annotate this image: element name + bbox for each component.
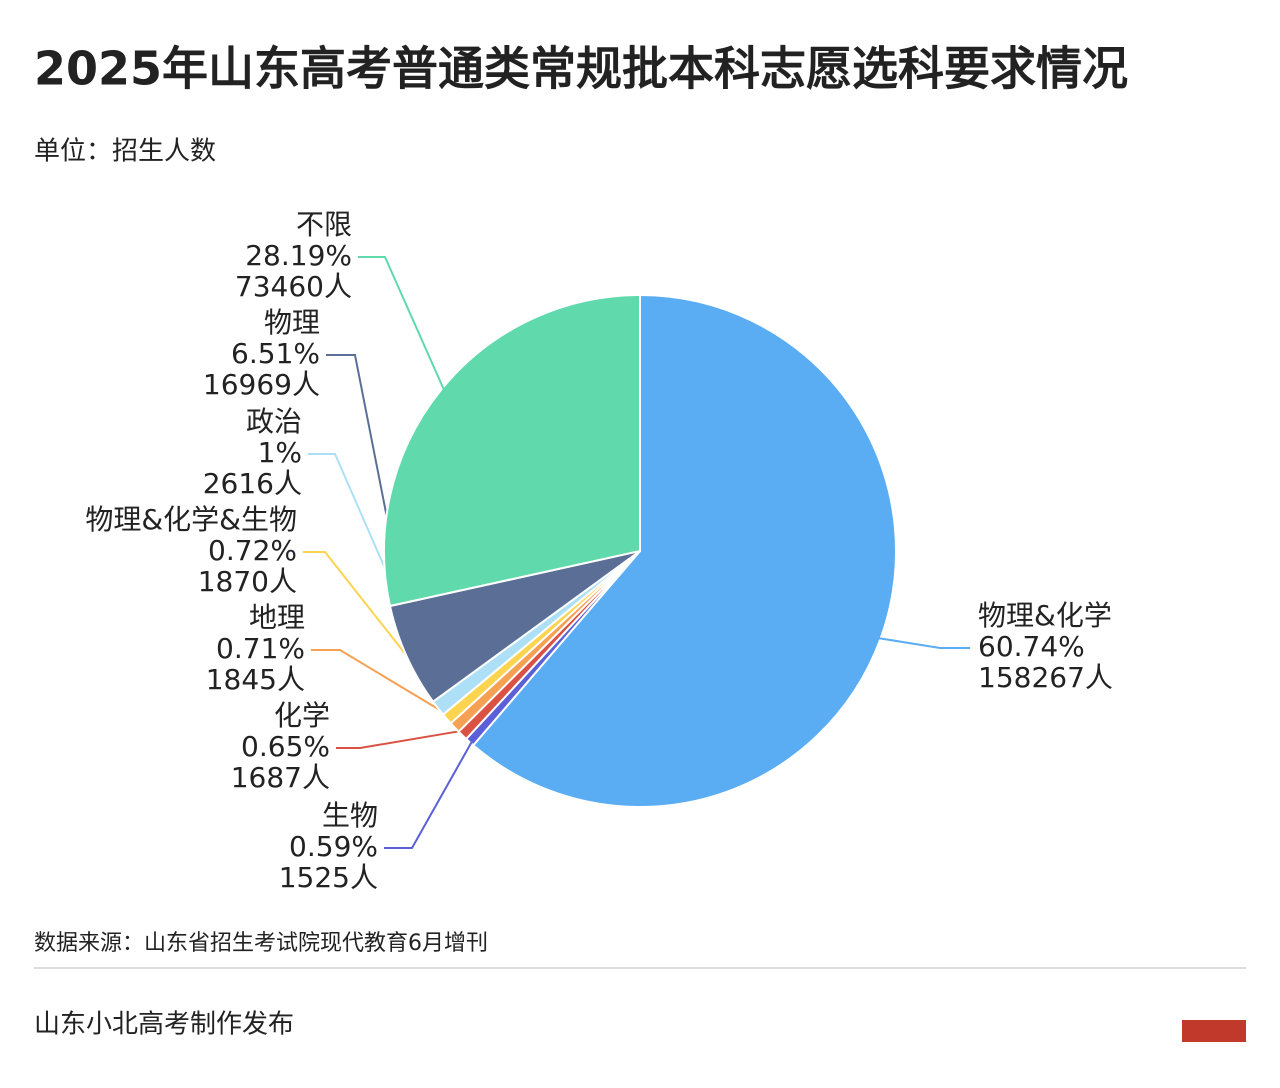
value-label: 1870人 [198,565,297,598]
leader-line [336,728,468,749]
percent-label: 28.19% [245,239,352,272]
value-label: 1845人 [206,663,305,696]
chart-subtitle: 单位：招生人数 [34,137,216,167]
slice-label: 政治 [246,405,302,438]
percent-label: 6.51% [231,337,320,370]
percent-label: 0.72% [208,534,297,567]
value-label: 158267人 [978,661,1113,694]
logo [1182,1020,1246,1042]
slice-label: 不限 [296,208,352,241]
pie-slice [383,293,641,608]
chart-title: 2025年山东高考普通类常规批本科志愿选科要求情况 [34,42,1128,96]
value-label: 1687人 [231,761,330,794]
leader-line [311,649,461,724]
leader-line [872,636,970,649]
footer: 山东小北高考制作发布 [34,1010,294,1040]
leader-line [358,256,448,396]
pie-slice [471,293,897,808]
leader-line [384,735,476,849]
slice-label: 物理 [264,306,320,339]
percent-label: 0.71% [216,632,305,665]
slice-label: 物理&化学&生物 [85,503,297,536]
value-label: 1525人 [279,861,378,894]
value-label: 2616人 [203,467,302,500]
percent-label: 0.59% [289,830,378,863]
slice-label: 化学 [274,699,330,732]
value-label: 16969人 [203,368,320,401]
slice-label: 地理 [249,601,305,634]
percent-label: 1% [258,436,302,469]
percent-label: 0.65% [241,730,330,763]
source-note: 数据来源：山东省招生考试院现代教育6月增刊 [34,931,488,956]
percent-label: 60.74% [978,630,1085,663]
value-label: 73460人 [235,270,352,303]
slice-label: 物理&化学 [978,599,1112,632]
slice-label: 生物 [322,799,378,832]
